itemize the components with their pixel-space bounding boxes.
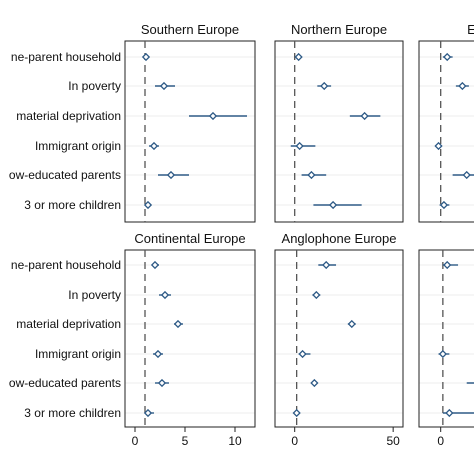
estimate-point	[292, 408, 301, 418]
category-label: 3 or more children	[24, 198, 121, 212]
panel-title: Eastern	[467, 22, 474, 37]
panel-title: Northern Europe	[291, 22, 387, 37]
category-label: material deprivation	[16, 109, 121, 123]
estimate-point	[143, 408, 153, 418]
panel-title: Anglophone Europe	[282, 231, 397, 246]
estimate-point	[153, 349, 163, 359]
category-label: ow-educated parents	[9, 376, 121, 390]
panel-title: Continental Europe	[134, 231, 245, 246]
estimate-point	[439, 200, 449, 210]
estimate-point	[438, 349, 447, 359]
x-axis: 0 5 10 0 50 0	[132, 427, 444, 448]
category-label: In poverty	[68, 288, 121, 302]
category-label: ne-parent household	[11, 258, 121, 272]
estimate-point	[157, 378, 167, 388]
estimate-point	[445, 408, 454, 418]
category-label: 3 or more children	[24, 406, 121, 420]
panel	[274, 40, 404, 223]
category-labels: ne-parent household In poverty material de…	[9, 50, 121, 420]
category-label: material deprivation	[16, 317, 121, 331]
estimate-point	[307, 170, 316, 180]
category-label: Immigrant origin	[35, 139, 121, 153]
x-tick-label: 5	[182, 434, 189, 448]
estimate-point	[443, 260, 452, 270]
panel-frame	[274, 249, 404, 428]
category-label: ow-educated parents	[9, 168, 121, 182]
estimate-point	[166, 170, 176, 180]
estimate-point	[295, 141, 304, 151]
panel	[124, 249, 256, 428]
estimate-point	[328, 200, 338, 210]
estimate-point	[294, 52, 303, 62]
x-tick-label: 50	[386, 434, 400, 448]
panel	[274, 249, 404, 428]
panel-frame	[418, 249, 474, 428]
estimate-point	[141, 52, 151, 62]
x-tick-label: 0	[437, 434, 444, 448]
category-label: Immigrant origin	[35, 347, 121, 361]
estimate-point	[443, 52, 452, 62]
panel	[418, 249, 474, 428]
panel-title: Southern Europe	[141, 22, 239, 37]
estimate-point	[150, 260, 160, 270]
estimate-point	[360, 111, 369, 121]
estimate-point	[462, 170, 471, 180]
estimate-point	[160, 290, 170, 300]
estimate-point	[173, 319, 183, 329]
panel-titles: Southern Europe Northern Europe Eastern Con…	[134, 22, 474, 246]
panel	[418, 40, 474, 223]
category-label: In poverty	[68, 79, 121, 93]
panel-frame	[418, 40, 474, 223]
estimate-point	[347, 319, 356, 329]
x-tick-label: 0	[132, 434, 139, 448]
estimate-point	[208, 111, 218, 121]
estimate-point	[312, 290, 321, 300]
panel-frame	[124, 249, 256, 428]
estimate-point	[434, 141, 443, 151]
panel-frame	[274, 40, 404, 223]
estimate-point	[159, 81, 169, 91]
estimate-point	[298, 349, 307, 359]
x-tick-label: 0	[291, 434, 298, 448]
x-tick-label: 10	[228, 434, 242, 448]
estimate-point	[149, 141, 159, 151]
estimate-point	[310, 378, 319, 388]
estimate-point	[320, 81, 329, 91]
panels	[124, 40, 474, 428]
panel	[124, 40, 256, 223]
category-label: ne-parent household	[11, 50, 121, 64]
panel-frame	[124, 40, 256, 223]
estimate-point	[143, 200, 153, 210]
estimate-point	[458, 81, 467, 91]
estimate-point	[322, 260, 331, 270]
